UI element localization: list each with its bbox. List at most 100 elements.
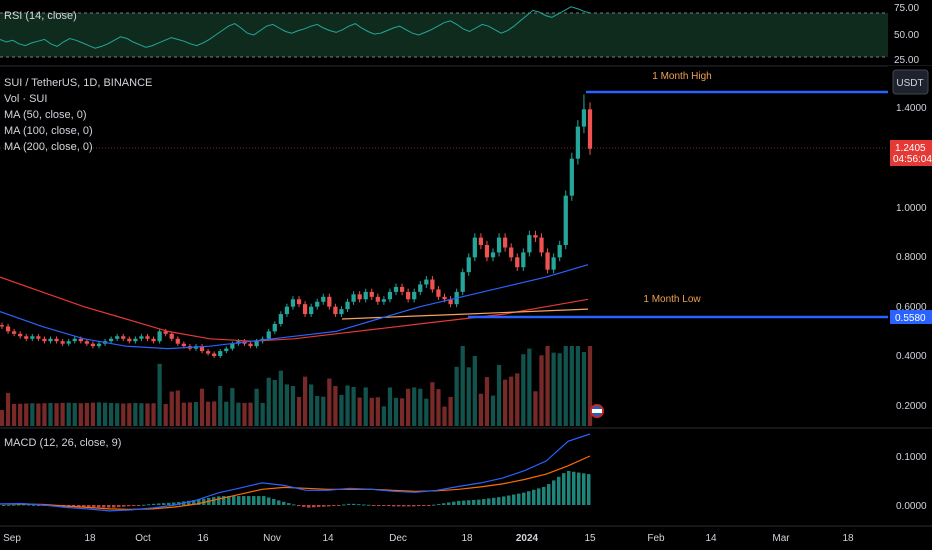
legend-volume: Vol · SUI	[4, 93, 47, 105]
macd-hist-bar	[382, 505, 386, 506]
volume-bar	[145, 403, 150, 426]
candle-body	[296, 299, 302, 305]
volume-bar	[448, 396, 453, 426]
volume-bar	[266, 377, 271, 426]
volume-bar	[509, 376, 514, 426]
candle-body	[12, 331, 17, 334]
macd-hist-bar	[102, 505, 106, 508]
candle-body	[278, 314, 283, 324]
candle-body	[121, 336, 126, 339]
macd-hist-bar	[332, 505, 336, 506]
macd-hist-bar	[517, 493, 521, 505]
macd-hist-bar	[407, 505, 411, 507]
volume-bar	[290, 386, 296, 426]
macd-label: MACD (12, 26, close, 9)	[4, 437, 121, 449]
volume-bar	[78, 403, 83, 426]
macd-hist-bar	[277, 500, 281, 505]
volume-bar	[18, 403, 23, 426]
volume-bar	[503, 379, 508, 426]
legend-ma50: MA (50, close, 0)	[4, 109, 87, 121]
ma50-line	[0, 264, 589, 350]
macd-hist-bar	[272, 498, 276, 505]
candle-body	[127, 338, 132, 342]
macd-hist-bar	[547, 484, 551, 505]
volume-bar	[375, 397, 380, 426]
candle-body	[515, 257, 520, 268]
volume-bar	[102, 402, 108, 426]
volume-bar	[466, 367, 471, 426]
rsi-line	[0, 6, 591, 49]
volume-bar	[393, 397, 399, 426]
candle-body	[42, 338, 47, 342]
time-label: 18	[461, 533, 473, 544]
time-label: Mar	[772, 533, 790, 544]
macd-hist-bar	[242, 496, 246, 505]
volume-bar	[60, 402, 65, 426]
price-tick-0-8: 0.8000	[896, 252, 927, 263]
volume-bar	[315, 396, 320, 426]
macd-hist-bar	[232, 496, 236, 505]
candle-body	[169, 333, 174, 339]
candle-body	[575, 126, 580, 159]
macd-hist-bar	[212, 497, 216, 505]
macd-hist-bar	[462, 500, 466, 505]
volume-bar	[248, 402, 253, 426]
candle-body	[393, 286, 399, 292]
volume-bar	[363, 387, 368, 426]
candle-body	[290, 299, 296, 307]
macd-hist-bar	[237, 496, 241, 505]
macd-hist-bar	[582, 473, 586, 505]
candle-body	[266, 331, 271, 339]
candle-body	[60, 341, 65, 344]
candle-body	[509, 247, 514, 258]
price-axis[interactable]: USDT 1.4000 1.0000 0.8000 0.6000 0.4000 …	[888, 66, 932, 428]
macd-hist-bar	[532, 489, 536, 505]
volume-bar	[48, 402, 53, 426]
macd-hist-bar	[432, 504, 436, 506]
rsi-pane[interactable]: RSI (14, close) 75.00 50.00 25.00	[0, 3, 919, 66]
macd-hist-bar	[347, 503, 351, 505]
macd-hist-bar	[17, 504, 21, 506]
volume-bar	[357, 397, 362, 426]
price-pane[interactable]: 1 Month High 1 Month Low SUI / TetherUS,…	[0, 71, 888, 426]
time-axis[interactable]: Sep 18 Oct 16 Nov 14 Dec 18 2024 15 Feb 14 Mar 18	[0, 525, 932, 544]
macd-hist-bar	[437, 504, 441, 506]
last-price-value: 1.2405	[895, 143, 926, 154]
volume-bar	[24, 403, 29, 426]
candle-body	[539, 237, 544, 253]
volume-bar	[412, 387, 417, 426]
macd-hist-bar	[257, 496, 261, 505]
currency-button[interactable]	[892, 69, 929, 95]
candle-body	[527, 235, 532, 253]
volume-bar	[460, 346, 465, 426]
volume-bar	[90, 402, 96, 426]
macd-hist-bar	[417, 505, 421, 507]
macd-hist-bar	[122, 505, 126, 507]
macd-hist-bar	[362, 504, 366, 506]
macd-hist-bar	[192, 500, 196, 505]
macd-hist-bar	[452, 501, 456, 505]
volume-bar	[418, 388, 423, 426]
macd-hist-bar	[467, 500, 471, 505]
volume-bar	[54, 403, 59, 426]
volume-bar	[260, 402, 265, 426]
flag-marker[interactable]	[590, 404, 604, 418]
volume-bar	[545, 346, 550, 426]
macd-hist-bar	[282, 501, 286, 505]
candle-body	[309, 306, 314, 315]
volume-bar	[96, 402, 102, 426]
candle-body	[545, 252, 550, 270]
macd-hist-bar	[457, 500, 461, 505]
macd-hist-bar	[442, 503, 446, 505]
macd-hist-bar	[327, 505, 331, 507]
time-label: 2024	[516, 533, 539, 544]
month-high-label: 1 Month High	[652, 71, 711, 82]
candle-body	[212, 353, 217, 357]
volume-bar	[333, 386, 338, 426]
macd-pane[interactable]: MACD (12, 26, close, 9) 0.1000 0.0000	[0, 433, 927, 512]
volume-bar	[12, 404, 17, 426]
macd-hist-bar	[307, 505, 311, 508]
candle-body	[442, 296, 447, 300]
macd-hist-bar	[267, 497, 271, 505]
